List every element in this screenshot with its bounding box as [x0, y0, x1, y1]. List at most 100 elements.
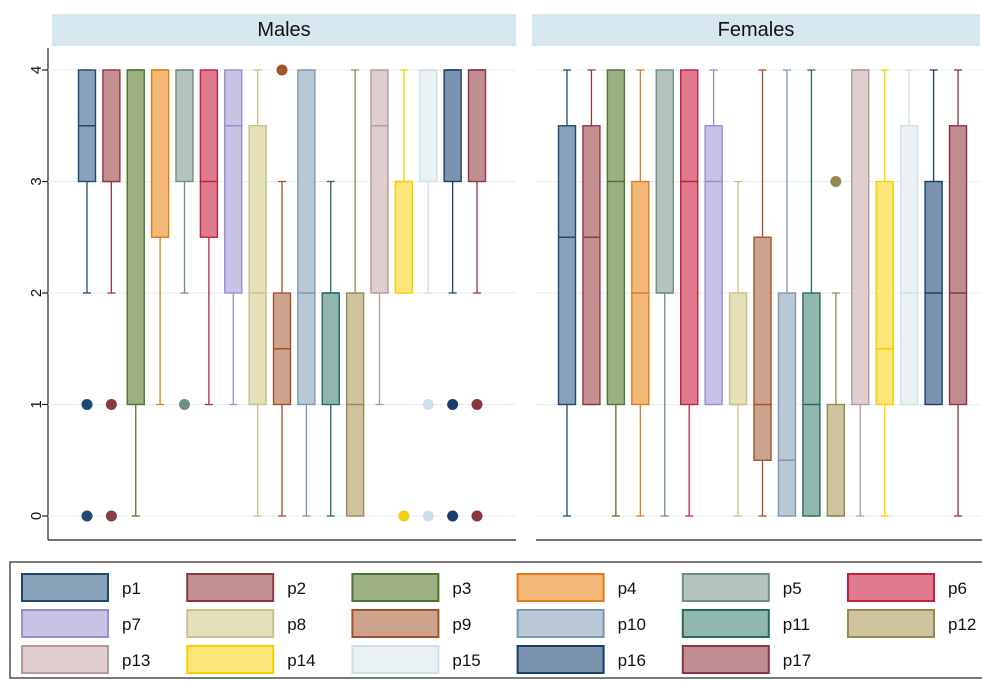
box-females-p9 — [753, 69, 772, 517]
box-body — [321, 292, 340, 406]
outlier-point — [81, 399, 93, 410]
legend-label: p8 — [287, 615, 306, 634]
box-females-p11 — [802, 69, 821, 517]
legend-label: p16 — [618, 651, 646, 670]
outlier-point — [447, 510, 459, 522]
box-females-p10 — [777, 69, 797, 517]
legend-item-p4: p4 — [516, 573, 637, 602]
box-body — [704, 125, 723, 406]
legend-item-p17: p17 — [681, 645, 811, 674]
outlier-point — [422, 510, 434, 522]
legend-label: p4 — [618, 579, 637, 598]
box-females-p16 — [924, 69, 943, 406]
box-body — [248, 125, 267, 406]
box-males-p1 — [77, 69, 97, 522]
outlier-point — [471, 510, 483, 522]
box-females-p5 — [655, 69, 674, 517]
outlier-point — [276, 64, 288, 76]
legend-item-p10: p10 — [516, 609, 646, 638]
box-males-p7 — [224, 69, 243, 406]
legend-swatch — [21, 573, 109, 602]
legend-item-p16: p16 — [516, 645, 646, 674]
legend-label: p12 — [948, 615, 976, 634]
box-males-p5 — [175, 69, 194, 410]
legend-label: p15 — [452, 651, 480, 670]
box-body — [175, 69, 194, 183]
box-body — [443, 69, 462, 183]
box-males-p3 — [126, 69, 145, 517]
box-males-p15 — [419, 69, 438, 522]
outlier-point — [105, 399, 117, 410]
box-body — [467, 69, 487, 183]
outlier-point — [398, 510, 410, 522]
legend-label: p14 — [287, 651, 315, 670]
box-females-p6 — [680, 69, 699, 517]
legend-item-p8: p8 — [186, 609, 306, 638]
legend-item-p3: p3 — [351, 573, 471, 602]
legend-label: p17 — [783, 651, 811, 670]
facet-header-males — [52, 14, 516, 46]
box-females-p3 — [606, 69, 626, 517]
legend-label: p9 — [452, 615, 471, 634]
legend-swatch — [516, 573, 605, 602]
box-males-p16 — [443, 69, 462, 522]
box-body — [728, 292, 748, 406]
legend-label: p7 — [122, 615, 141, 634]
legend-label: p2 — [287, 579, 306, 598]
legend-item-p14: p14 — [186, 645, 316, 674]
legend-swatch — [847, 573, 935, 602]
box-females-p14 — [875, 69, 894, 517]
box-females-p4 — [631, 69, 650, 517]
y-tick-label: 3 — [28, 177, 45, 185]
box-females-p17 — [948, 69, 968, 517]
outlier-point — [81, 510, 93, 522]
box-males-p2 — [102, 69, 121, 522]
box-males-p11 — [321, 180, 340, 517]
legend-swatch — [847, 609, 935, 638]
box-body — [394, 180, 414, 294]
legend-swatch — [681, 645, 770, 674]
box-body — [655, 69, 674, 294]
outlier-point — [471, 399, 483, 410]
legend-item-p1: p1 — [21, 573, 141, 602]
y-tick-label: 0 — [28, 512, 45, 520]
box-body — [582, 125, 601, 406]
legend-item-p13: p13 — [21, 645, 150, 674]
outlier-point — [105, 510, 117, 522]
box-body — [851, 69, 870, 406]
legend-swatch — [516, 645, 605, 674]
box-females-p8 — [728, 180, 748, 517]
legend-label: p1 — [122, 579, 141, 598]
box-body — [777, 292, 797, 517]
box-males-p6 — [199, 69, 219, 406]
box-body — [419, 69, 438, 183]
box-males-p12 — [345, 69, 365, 517]
box-body — [680, 69, 699, 406]
facet-header-females — [532, 14, 980, 46]
box-females-p1 — [557, 69, 577, 517]
box-body — [199, 69, 219, 238]
outlier-point — [830, 176, 842, 187]
legend-swatch — [21, 609, 109, 638]
box-body — [606, 69, 626, 406]
legend-item-p15: p15 — [351, 645, 481, 674]
box-males-p4 — [150, 69, 170, 406]
legend-label: p6 — [948, 579, 967, 598]
legend-item-p11: p11 — [681, 609, 810, 638]
legend-swatch — [351, 645, 440, 674]
box-males-p9 — [272, 64, 292, 517]
box-females-p7 — [704, 69, 723, 406]
legend-item-p12: p12 — [847, 609, 976, 638]
legend-item-p5: p5 — [681, 573, 802, 602]
box-males-p8 — [248, 69, 267, 517]
legend-item-p6: p6 — [847, 573, 967, 602]
legend-label: p10 — [618, 615, 646, 634]
box-body — [150, 69, 170, 238]
legend-swatch — [681, 609, 770, 638]
facet-title-females: Females — [718, 19, 795, 41]
outlier-point — [179, 399, 190, 410]
box-males-p10 — [297, 69, 316, 517]
outlier-point — [447, 399, 459, 410]
legend-label: p13 — [122, 651, 150, 670]
